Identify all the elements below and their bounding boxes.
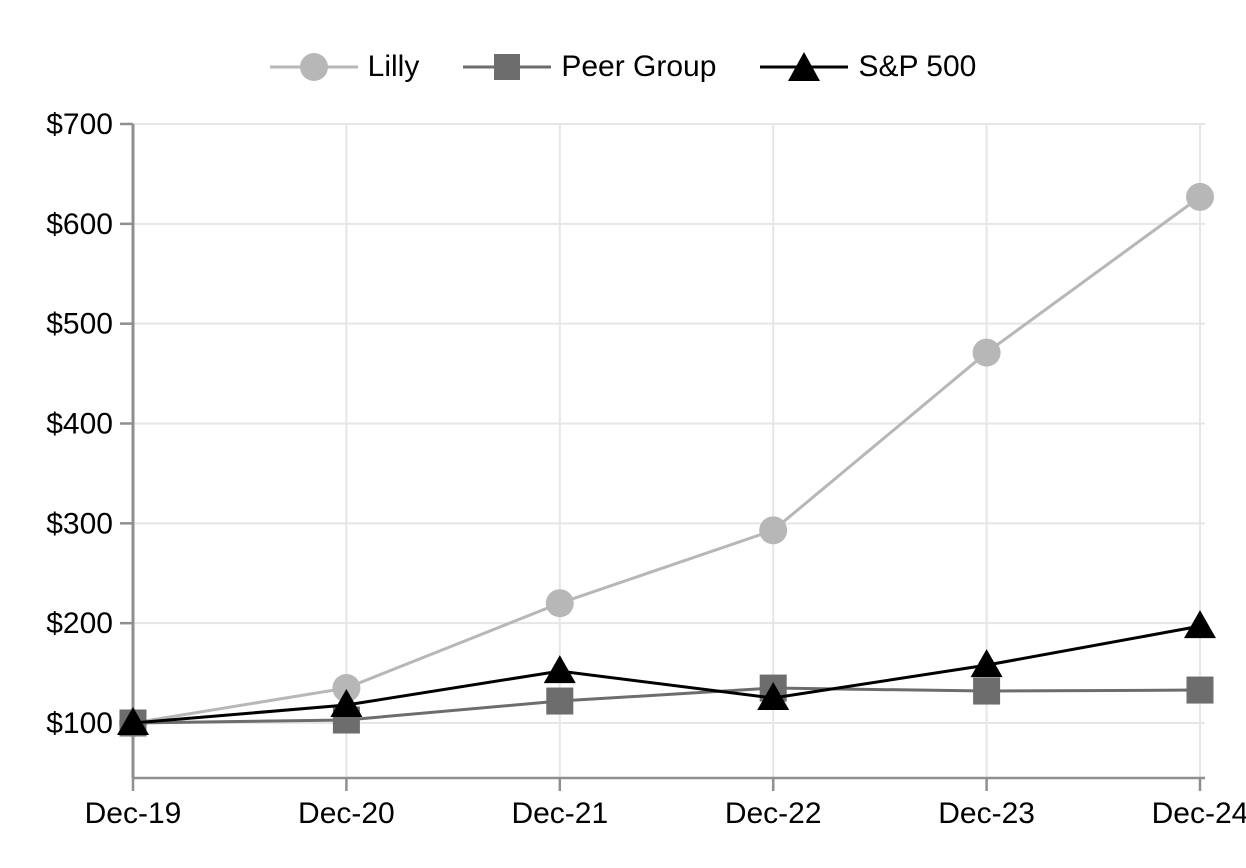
data-point-square-peer-group	[546, 687, 574, 715]
x-tick-label: Dec-24	[1152, 797, 1246, 830]
data-point-triangle-s-p-500	[543, 655, 576, 684]
data-point-circle-lilly	[972, 338, 1001, 367]
data-point-square-peer-group	[973, 677, 1001, 705]
x-tick-label: Dec-21	[511, 797, 608, 830]
x-tick-label: Dec-22	[725, 797, 822, 830]
data-point-triangle-s-p-500	[1184, 610, 1216, 639]
y-tick-label: $100	[46, 707, 113, 740]
lilly-line-circle-marker-icon	[269, 53, 358, 81]
series-line-peer-group	[132, 686, 1201, 725]
chart-legend: Lilly Peer Group S&P 500	[0, 50, 1246, 84]
legend-item-peer-group: Peer Group	[463, 50, 716, 84]
y-tick-label: $300	[46, 507, 113, 540]
y-tick-label: $700	[46, 108, 113, 141]
x-tick-label: Dec-20	[298, 797, 395, 830]
data-point-triangle-s-p-500	[330, 689, 363, 718]
sp500-line-triangle-marker-icon	[760, 52, 849, 81]
data-point-triangle-s-p-500	[117, 707, 149, 735]
data-point-circle-lilly	[545, 589, 574, 618]
data-point-triangle-s-p-500	[970, 649, 1003, 678]
y-tick-label: $400	[46, 408, 113, 441]
y-tick-label: $500	[46, 308, 113, 341]
series-line-lilly	[132, 195, 1201, 725]
data-point-circle-lilly	[332, 674, 361, 703]
legend-item-lilly: Lilly	[269, 50, 420, 84]
legend-label-peer-group: Peer Group	[561, 50, 717, 83]
y-tick-label: $200	[46, 607, 113, 640]
peer-group-line-square-marker-icon	[463, 54, 552, 80]
x-tick-label: Dec-19	[85, 797, 182, 830]
data-point-square-peer-group	[1186, 676, 1214, 704]
data-point-circle-lilly	[759, 516, 788, 545]
data-point-circle-lilly	[1186, 182, 1214, 211]
x-tick-label: Dec-23	[938, 797, 1035, 830]
legend-label-sp500: S&P 500	[858, 50, 977, 83]
series-line-s-p-500	[132, 624, 1201, 725]
legend-label-lilly: Lilly	[367, 50, 420, 83]
data-point-triangle-s-p-500	[757, 682, 790, 711]
y-tick-label: $600	[46, 208, 113, 241]
legend-item-sp500: S&P 500	[760, 50, 976, 84]
